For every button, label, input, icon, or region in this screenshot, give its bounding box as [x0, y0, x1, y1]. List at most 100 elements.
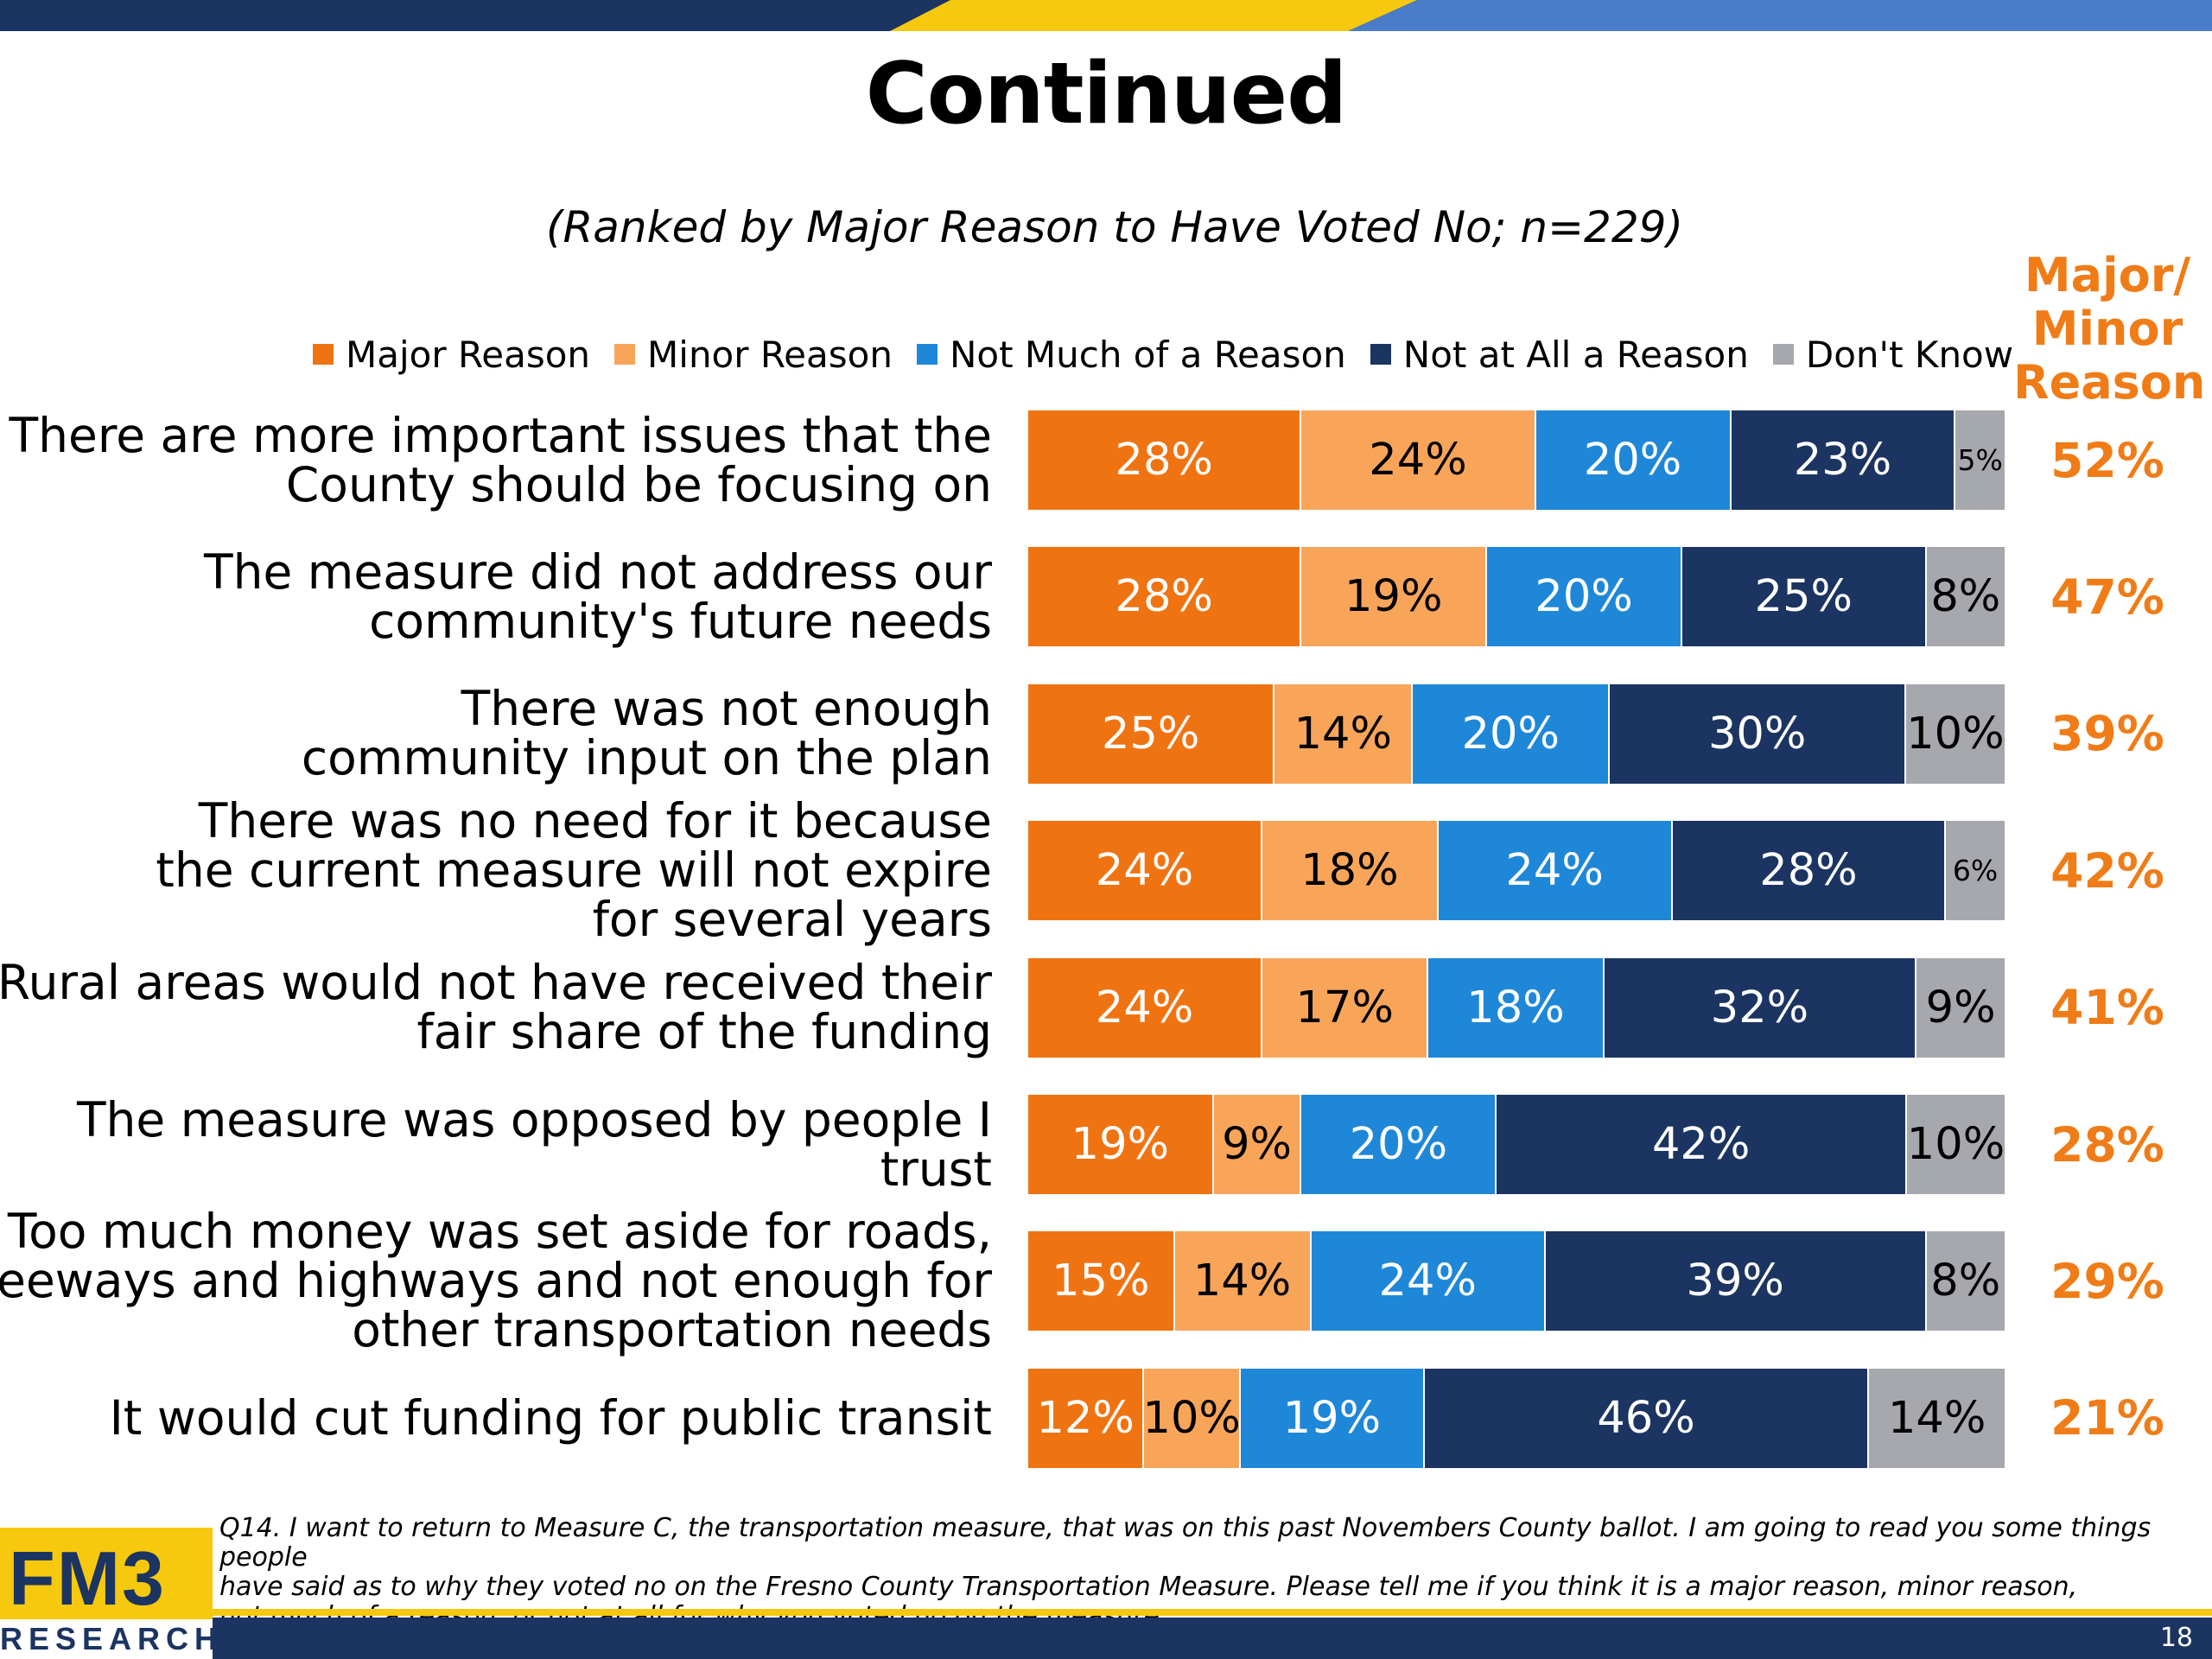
bar-segment: 24%: [1311, 1231, 1546, 1332]
category-label-line: fair share of the funding: [416, 1004, 992, 1060]
bar-segment: 32%: [1604, 957, 1917, 1058]
bar-segment: 19%: [1301, 547, 1488, 647]
category-label-line: other transportation needs: [352, 1302, 992, 1358]
bar-value-label: 23%: [1793, 435, 1892, 486]
bar-segment: 9%: [1916, 957, 2005, 1058]
bar-segment: 19%: [1241, 1368, 1425, 1468]
bar-segment: 28%: [1028, 410, 1302, 510]
category-label-line: freeways and highways and not enough for: [0, 1253, 992, 1309]
footnote-line: have said as to why they voted no on the…: [219, 1572, 2078, 1602]
legend-item: Minor Reason: [614, 334, 893, 376]
top-banner: [0, 0, 2212, 31]
bar-value-label: 8%: [1930, 571, 2001, 623]
bar-value-label: 9%: [1222, 1119, 1292, 1170]
bar-segment: 14%: [1174, 1231, 1312, 1332]
bar-value-label: 39%: [1686, 1255, 1784, 1307]
category-label: Rural areas would not have received thei…: [0, 932, 992, 1084]
category-label: There are more important issues that the…: [0, 385, 992, 536]
major-minor-header-line: Major/: [2024, 248, 2191, 302]
legend-swatch: [1772, 344, 1794, 365]
bar-value-label: 19%: [1282, 1392, 1382, 1444]
bar-value-label: 10%: [1142, 1392, 1241, 1444]
bar-value-label: 14%: [1192, 1255, 1292, 1307]
bar-value-label: 42%: [1651, 1119, 1751, 1170]
legend-swatch: [313, 344, 334, 365]
stacked-bar: 28% 19% 20% 25% 8%: [1028, 547, 2005, 647]
bar-segment: 30%: [1610, 683, 1906, 784]
fm3-research-logo: FM3 RESEARCH: [0, 1528, 217, 1659]
bar-value-label: 32%: [1710, 982, 1809, 1033]
stacked-bar: 19% 9% 20% 42% 10%: [1028, 1095, 2005, 1194]
bar-value-label: 24%: [1505, 845, 1604, 897]
bar-value-label: 19%: [1344, 571, 1443, 623]
category-label-line: for several years: [592, 892, 992, 948]
category-label-line: Rural areas would not have received thei…: [0, 955, 992, 1011]
bar-segment: 39%: [1545, 1231, 1927, 1332]
bar-value-label: 12%: [1036, 1392, 1135, 1444]
bar-value-label: 20%: [1535, 571, 1633, 623]
bar-value-label: 19%: [1071, 1119, 1170, 1170]
bar-segment: 10%: [1907, 1095, 2005, 1194]
bar-segment: 25%: [1028, 683, 1275, 784]
major-minor-total: 39%: [2050, 706, 2164, 762]
legend-item: Not Much of a Reason: [916, 334, 1346, 376]
bar-segment: 12%: [1028, 1368, 1145, 1468]
footnote-line: Q14. I want to return to Measure C, the …: [219, 1513, 2152, 1573]
bar-value-label: 24%: [1378, 1255, 1477, 1307]
category-label: The measure was opposed by people I trus…: [0, 1069, 992, 1220]
bar-segment: 24%: [1028, 821, 1263, 921]
major-minor-total: 21%: [2050, 1390, 2164, 1446]
bar-segment: 25%: [1682, 547, 1927, 647]
bar-segment: 10%: [1905, 683, 2005, 784]
bar-segment: 5%: [1955, 410, 2005, 510]
bar-segment: 15%: [1028, 1231, 1175, 1332]
bar-segment: 6%: [1946, 821, 2005, 921]
bar-value-label: 20%: [1349, 1119, 1448, 1170]
stacked-bar: 25% 14% 20% 30% 10%: [1028, 683, 2005, 784]
major-minor-total: 28%: [2050, 1116, 2164, 1173]
bar-value-label: 46%: [1597, 1392, 1695, 1444]
bar-segment: 42%: [1497, 1095, 1907, 1194]
legend-item: Not at All a Reason: [1370, 334, 1749, 376]
category-label-line: County should be focusing on: [285, 456, 992, 512]
bar-segment: 8%: [1926, 1231, 2005, 1332]
bar-segment: 19%: [1028, 1095, 1214, 1194]
bar-segment: 20%: [1413, 683, 1611, 784]
bar-segment: 28%: [1028, 547, 1302, 647]
major-minor-total: 29%: [2050, 1253, 2164, 1309]
category-label: There was not enough community input on t…: [0, 658, 992, 810]
legend-item: Don't Know: [1772, 333, 2014, 376]
bar-segment: 14%: [1869, 1368, 2005, 1468]
bar-value-label: 20%: [1461, 708, 1560, 760]
bar-segment: 24%: [1301, 410, 1536, 510]
bar-value-label: 24%: [1095, 982, 1194, 1033]
major-minor-total: 41%: [2050, 980, 2164, 1036]
page-title: Continued: [865, 45, 1348, 143]
category-label: Too much money was set aside for roads, f…: [0, 1205, 992, 1357]
category-label-line: Too much money was set aside for roads,: [7, 1204, 992, 1260]
category-label-line: There are more important issues that the: [9, 407, 992, 463]
footer-accent-line: [213, 1609, 2212, 1616]
category-label-line: There was not enough: [461, 681, 992, 737]
legend-label: Don't Know: [1805, 333, 2014, 376]
category-label-line: The measure did not address our: [204, 543, 992, 600]
legend-swatch: [1370, 344, 1391, 365]
bar-value-label: 14%: [1294, 708, 1392, 760]
bar-value-label: 15%: [1052, 1255, 1150, 1307]
major-minor-total: 47%: [2050, 569, 2164, 625]
legend-label: Not at All a Reason: [1402, 333, 1749, 376]
bar-value-label: 24%: [1095, 845, 1194, 897]
bar-value-label: 25%: [1101, 708, 1200, 760]
bar-value-label: 8%: [1930, 1255, 2001, 1307]
logo-subtext: RESEARCH: [0, 1619, 217, 1659]
chart-legend: Major Reason Minor Reason Not Much of a Re…: [313, 328, 2037, 380]
legend-label: Minor Reason: [647, 333, 893, 376]
stacked-bar: 24% 17% 18% 32% 9%: [1028, 957, 2005, 1058]
category-label: The measure did not address our community…: [0, 521, 992, 672]
bar-segment: 8%: [1926, 547, 2005, 647]
bar-value-label: 18%: [1466, 982, 1565, 1033]
bar-value-label: 5%: [1957, 443, 2003, 477]
category-label-line: the current measure will not expire: [156, 842, 992, 899]
category-label: There was no need for it because the curr…: [0, 795, 992, 946]
